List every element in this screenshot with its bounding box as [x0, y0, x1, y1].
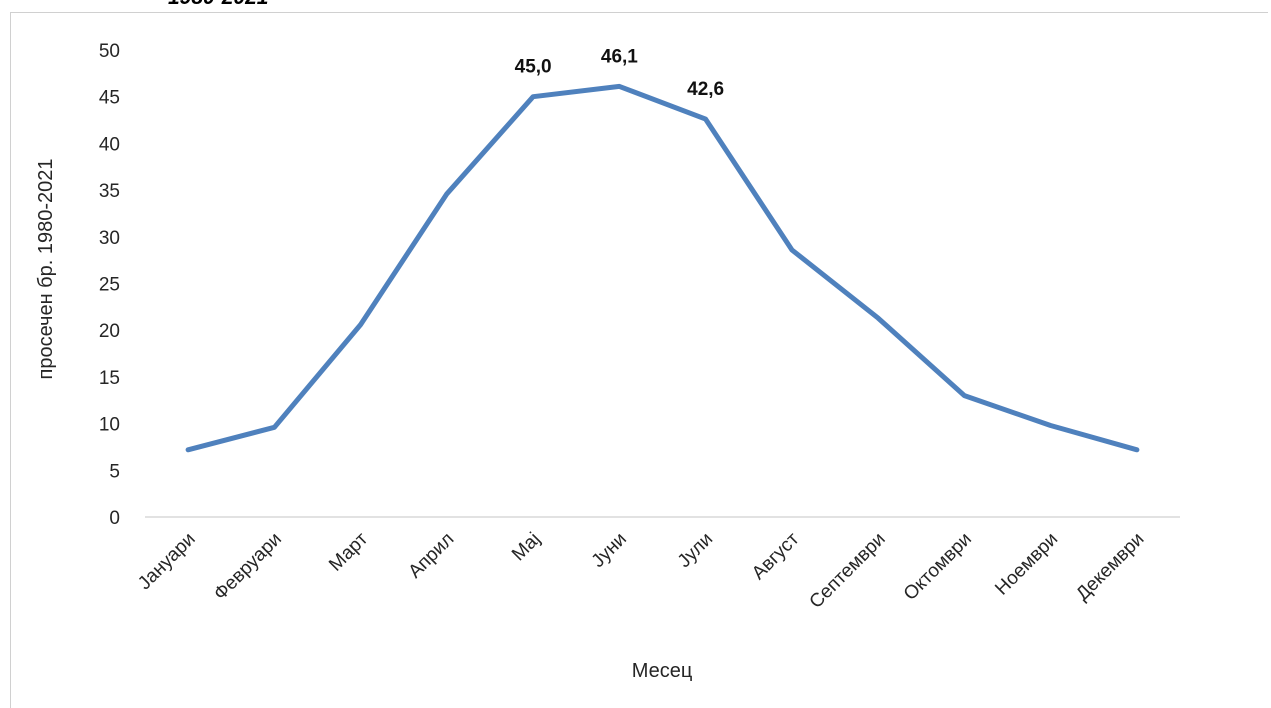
data-label: 42,6	[687, 79, 724, 100]
data-label: 46,1	[601, 46, 638, 67]
chart-title-fragment: 1980-2021	[168, 0, 268, 10]
x-tick-label: Мај	[508, 529, 545, 566]
x-axis-ticks: Јануари Февруари Март Април Мај Јуни Јули Авгус…	[134, 528, 1148, 612]
x-tick-label: Јули	[674, 529, 717, 572]
x-tick-label: Март	[325, 528, 372, 575]
y-tick-label: 10	[99, 415, 120, 436]
series-line	[185, 83, 1140, 453]
y-tick-label: 0	[109, 508, 120, 529]
y-tick-label: 50	[99, 41, 120, 62]
x-tick-label: Јануари	[134, 529, 199, 594]
data-labels: 45,0 46,1 42,6	[515, 46, 724, 100]
y-axis-title: просечен бр. 1980-2021	[35, 158, 57, 379]
y-tick-label: 5	[109, 461, 120, 482]
y-axis-ticks: 0 5 10 15 20 25 30 35 40 45 50	[99, 41, 120, 529]
x-tick-label: Ноември	[991, 529, 1062, 600]
y-tick-label: 30	[99, 228, 120, 249]
x-tick-label: Август	[748, 528, 803, 583]
x-tick-label: Септември	[806, 529, 890, 613]
x-tick-label: Декември	[1072, 529, 1148, 605]
y-tick-label: 25	[99, 275, 120, 296]
data-label: 45,0	[515, 57, 552, 78]
y-tick-label: 40	[99, 134, 120, 155]
y-tick-label: 35	[99, 181, 120, 202]
x-axis-title: Месец	[632, 660, 693, 682]
y-tick-label: 20	[99, 321, 120, 342]
x-tick-label: Февруари	[210, 529, 286, 605]
y-tick-label: 15	[99, 368, 120, 389]
x-tick-label: Април	[405, 529, 459, 583]
y-tick-label: 45	[99, 88, 120, 109]
x-tick-label: Октомври	[900, 529, 976, 605]
x-tick-label: Јуни	[588, 529, 631, 572]
chart-frame	[10, 12, 1268, 708]
